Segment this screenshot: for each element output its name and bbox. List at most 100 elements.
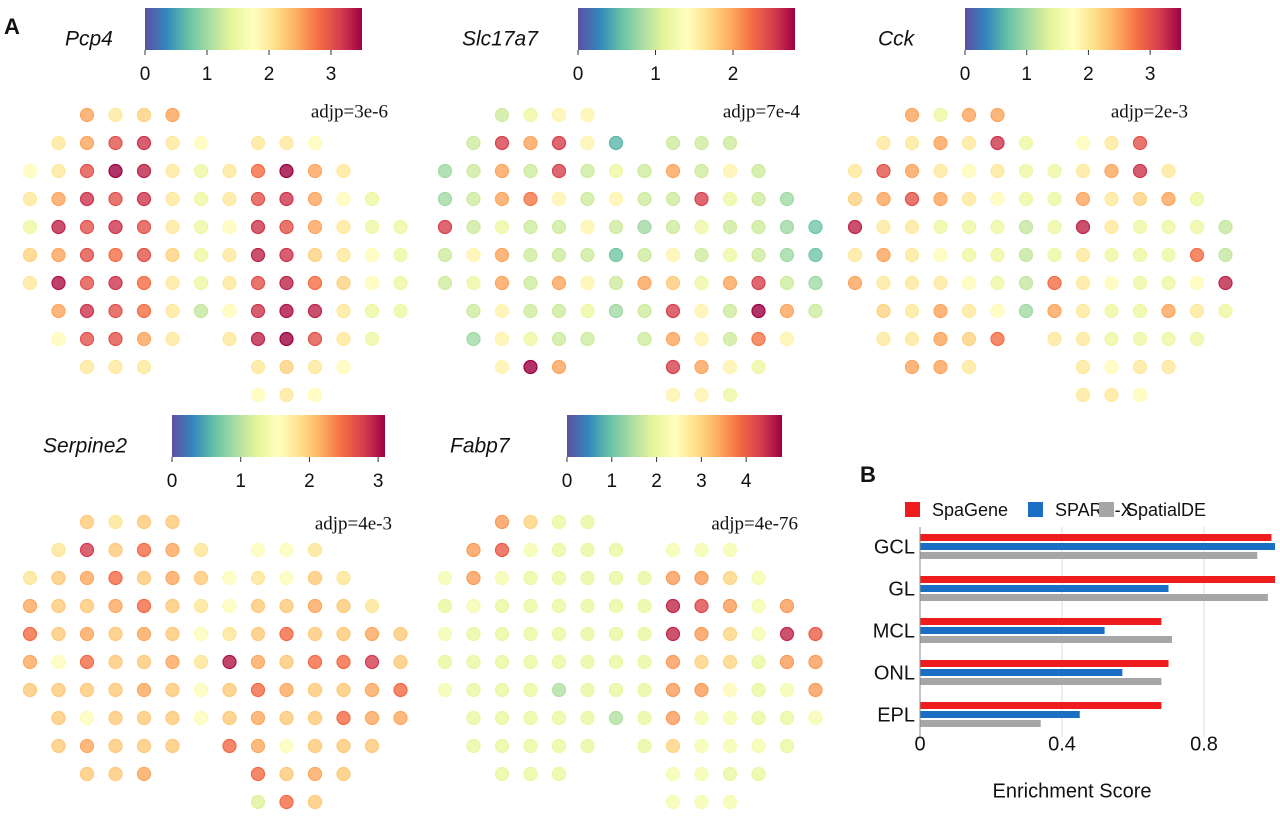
spot — [279, 682, 294, 698]
legend-swatch — [1099, 502, 1114, 517]
spot — [437, 275, 453, 291]
spot — [279, 387, 294, 403]
spot — [722, 191, 738, 207]
spot — [990, 247, 1005, 263]
spot — [494, 359, 510, 375]
spot — [136, 514, 152, 530]
spot — [1075, 331, 1091, 347]
spot — [279, 542, 294, 558]
spot — [551, 359, 567, 375]
spot — [694, 219, 709, 235]
spot — [279, 654, 294, 670]
spot — [79, 191, 95, 207]
colorbar-tick-label: 0 — [167, 471, 178, 492]
spot — [307, 331, 323, 347]
spot — [580, 163, 595, 179]
spot — [665, 163, 681, 179]
spot — [551, 654, 567, 670]
spot — [108, 514, 123, 530]
spot — [779, 682, 795, 698]
spot — [580, 738, 595, 754]
bar — [920, 669, 1123, 676]
spot — [307, 738, 323, 754]
spot — [779, 191, 795, 207]
spot — [307, 359, 323, 375]
spot — [222, 598, 237, 614]
spot — [250, 542, 266, 558]
spot — [904, 359, 920, 375]
spot — [165, 598, 180, 614]
spot — [108, 359, 123, 375]
spot — [466, 135, 481, 151]
spot — [250, 219, 266, 235]
spot — [364, 598, 380, 614]
bar — [920, 594, 1268, 601]
spot — [193, 654, 209, 670]
gene-title: Serpine2 — [43, 435, 127, 458]
spot — [494, 542, 510, 558]
spot — [250, 247, 266, 263]
spot — [722, 794, 738, 810]
spot — [22, 654, 38, 670]
spot — [580, 654, 595, 670]
spot — [466, 219, 481, 235]
spot — [1104, 191, 1119, 207]
spot — [136, 303, 152, 319]
spot — [222, 303, 237, 319]
spot — [523, 654, 538, 670]
spot — [1047, 219, 1062, 235]
spot — [694, 387, 709, 403]
spot — [608, 542, 624, 558]
spot — [694, 710, 709, 726]
spot — [608, 710, 624, 726]
spot — [722, 682, 738, 698]
spot — [1075, 163, 1091, 179]
spot — [523, 303, 538, 319]
annotation: adjp=4e-3 — [315, 513, 392, 534]
spot — [904, 331, 920, 347]
spot — [22, 247, 38, 263]
spot — [466, 247, 481, 263]
colorbar — [172, 415, 385, 457]
spot — [1104, 247, 1119, 263]
spot — [1189, 191, 1205, 207]
colorbar-tick-label: 0 — [573, 64, 584, 85]
spot — [437, 163, 453, 179]
spot — [307, 542, 323, 558]
spot — [193, 626, 209, 642]
spot — [694, 359, 709, 375]
spot — [608, 191, 624, 207]
spot — [580, 303, 595, 319]
spot — [136, 710, 152, 726]
spot — [1189, 303, 1205, 319]
spot — [1018, 163, 1034, 179]
spot — [580, 710, 595, 726]
spot — [1018, 191, 1034, 207]
spot — [466, 542, 481, 558]
spot — [193, 191, 209, 207]
spot — [551, 331, 567, 347]
bar — [920, 543, 1275, 550]
spot — [523, 542, 538, 558]
y-tick-label: EPL — [877, 704, 915, 726]
spot — [551, 191, 567, 207]
spot — [694, 163, 709, 179]
spot — [933, 275, 948, 291]
spot — [722, 219, 738, 235]
spot — [1075, 135, 1091, 151]
spot — [51, 626, 66, 642]
spot — [336, 710, 351, 726]
spot — [437, 682, 453, 698]
spot — [751, 626, 766, 642]
spot — [494, 738, 510, 754]
spot — [307, 570, 323, 586]
spot — [961, 359, 977, 375]
spot — [136, 570, 152, 586]
y-tick-label: MCL — [873, 620, 915, 642]
spot — [904, 275, 920, 291]
spot — [250, 598, 266, 614]
spot — [637, 738, 652, 754]
spot — [250, 570, 266, 586]
spot — [608, 570, 624, 586]
spot — [250, 682, 266, 698]
